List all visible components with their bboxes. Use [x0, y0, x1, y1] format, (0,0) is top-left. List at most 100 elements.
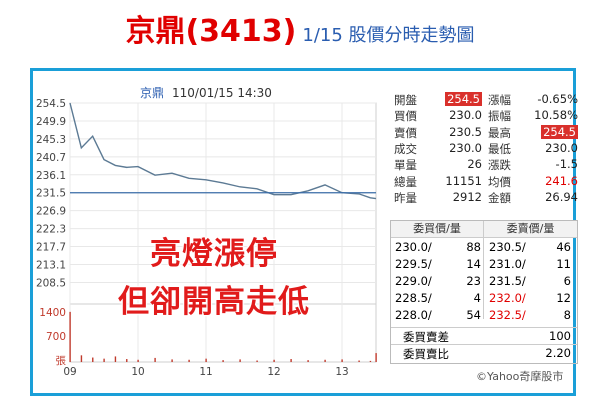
- quote-left-value: 230.0: [449, 140, 482, 155]
- quote-left-value: 254.5: [445, 92, 482, 106]
- y-tick-label: 231.5: [36, 188, 66, 200]
- bid-volume: 54: [466, 308, 481, 322]
- quote-left-value: 11151: [445, 173, 482, 188]
- volume-bar: [222, 360, 224, 362]
- volume-tick-label: 張: [56, 355, 67, 367]
- quote-left-value: 26: [467, 157, 482, 172]
- ask-volume: 6: [563, 274, 571, 288]
- quote-right-value: 26.94: [545, 189, 578, 204]
- volume-bar: [375, 353, 377, 362]
- volume-tick-label: 700: [46, 331, 66, 343]
- quote-right-label: 均價: [488, 174, 511, 189]
- ask-price: 231.0/: [489, 257, 526, 271]
- y-tick-label: 222.3: [36, 224, 66, 236]
- y-tick-label: 208.5: [36, 277, 66, 289]
- volume-bar: [114, 356, 117, 362]
- x-tick-label: 11: [199, 366, 212, 378]
- volume-bar: [69, 311, 71, 362]
- quote-left-value: 230.5: [449, 124, 482, 139]
- quote-right-label: 金額: [488, 190, 511, 205]
- y-tick-label: 240.7: [36, 152, 66, 164]
- title-main: 京鼎(3413): [125, 14, 297, 49]
- quote-row: 總量 11151 均價 241.6: [392, 174, 578, 189]
- overlay-line-2: 但卻開高走低: [118, 284, 310, 320]
- quote-left-label: 買價: [394, 109, 417, 124]
- y-tick-label: 249.9: [36, 116, 66, 128]
- quote-right-value: -1.5: [555, 157, 578, 172]
- quote-left-label: 成交: [394, 141, 417, 156]
- bid-volume: 14: [466, 257, 481, 271]
- quote-right-label: 振幅: [488, 109, 511, 124]
- volume-bar: [341, 359, 343, 362]
- order-ratio-row: 委買賣比 2.20: [391, 344, 577, 361]
- y-tick-label: 254.5: [36, 98, 66, 110]
- quote-panel: 開盤 254.5 漲幅 -0.65% 買價 230.0 振幅 10.58% 賣價 230.5 最高 2…: [392, 92, 578, 212]
- volume-bar: [126, 359, 128, 362]
- order-diff-label: 委買賣差: [403, 330, 449, 344]
- orderbook-divider: [483, 221, 484, 319]
- quote-row: 單量 26 漲跌 -1.5: [392, 157, 578, 172]
- x-tick-label: 09: [63, 366, 76, 378]
- quote-row: 買價 230.0 振幅 10.58%: [392, 108, 578, 123]
- quote-left-label: 賣價: [394, 125, 417, 140]
- ask-price: 232.5/: [489, 308, 526, 322]
- y-tick-label: 236.1: [36, 170, 66, 182]
- ask-volume: 11: [556, 257, 571, 271]
- volume-bar: [188, 359, 190, 362]
- page-title: 京鼎(3413) 1/15 股價分時走勢圖: [0, 6, 600, 50]
- x-tick-label: 10: [131, 366, 144, 378]
- volume-bar: [290, 359, 292, 362]
- quote-right-value: 241.6: [545, 173, 578, 188]
- order-ratio-value: 2.20: [545, 346, 571, 360]
- source-credit: ©Yahoo奇摩股市: [476, 370, 564, 383]
- quote-right-label: 最低: [488, 141, 511, 156]
- ask-header: 委賣價/量: [484, 221, 577, 238]
- chart-stock-name: 京鼎: [140, 86, 164, 100]
- volume-bar: [256, 360, 258, 362]
- bid-volume: 23: [466, 274, 481, 288]
- y-tick-label: 226.9: [36, 206, 66, 218]
- volume-bar: [273, 359, 275, 362]
- quote-row: 昨量 2912 金額 26.94: [392, 190, 578, 205]
- volume-bar: [205, 358, 207, 362]
- order-ratio-label: 委買賣比: [403, 347, 449, 361]
- bid-price: 229.5/: [395, 257, 432, 271]
- volume-bar: [239, 359, 241, 362]
- overlay-line-1: 亮燈漲停: [150, 236, 278, 272]
- quote-right-label: 漲跌: [488, 158, 511, 173]
- quote-left-label: 總量: [394, 174, 417, 189]
- quote-right-label: 最高: [488, 125, 511, 140]
- volume-bar: [307, 360, 309, 362]
- volume-bar: [358, 360, 360, 362]
- order-diff-value: 100: [549, 329, 571, 343]
- bid-volume: 88: [466, 240, 481, 254]
- volume-tick-label: 1400: [39, 307, 66, 319]
- ask-volume: 12: [556, 291, 571, 305]
- ask-price: 231.5/: [489, 274, 526, 288]
- volume-bar: [80, 355, 83, 362]
- quote-right-value: 254.5: [541, 124, 578, 139]
- title-sub: 1/15 股價分時走勢圖: [302, 25, 475, 46]
- quote-row: 成交 230.0 最低 230.0: [392, 141, 578, 156]
- quote-left-value: 2912: [452, 189, 482, 204]
- volume-bar: [171, 359, 173, 362]
- x-tick-label: 12: [267, 366, 280, 378]
- quote-row: 開盤 254.5 漲幅 -0.65%: [392, 92, 578, 107]
- price-series-line: [69, 102, 377, 200]
- bid-price: 228.0/: [395, 308, 432, 322]
- volume-bar: [103, 358, 105, 362]
- bid-header: 委買價/量: [391, 221, 483, 238]
- chart-datetime: 110/01/15 14:30: [172, 86, 272, 100]
- bid-price: 228.5/: [395, 291, 432, 305]
- quote-right-value: -0.65%: [537, 92, 578, 106]
- quote-left-value: 230.0: [449, 108, 482, 123]
- ask-volume: 46: [556, 240, 571, 254]
- ask-price: 232.0/: [489, 291, 526, 305]
- y-tick-label: 245.3: [36, 134, 66, 146]
- quote-right-value: 230.0: [545, 140, 578, 155]
- ask-volume: 8: [563, 308, 571, 322]
- ask-price: 230.5/: [489, 240, 526, 254]
- quote-right-value: 10.58%: [534, 108, 578, 123]
- bid-price: 229.0/: [395, 274, 432, 288]
